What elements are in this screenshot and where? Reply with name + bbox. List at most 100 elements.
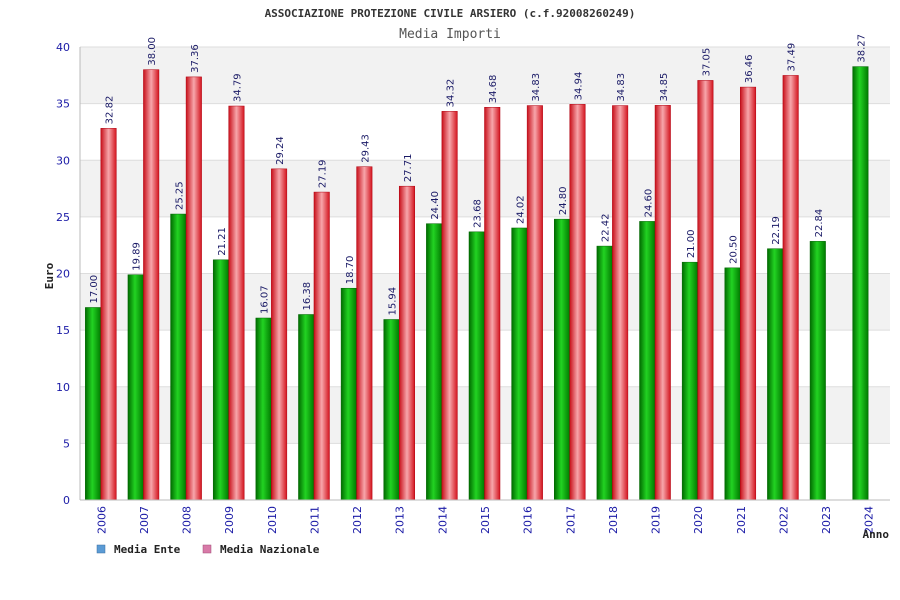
x-tick-label: 2006 <box>95 506 108 534</box>
value-label: 34.68 <box>488 75 499 104</box>
value-label: 16.07 <box>260 285 271 314</box>
chart-title: ASSOCIAZIONE PROTEZIONE CIVILE ARSIERO (… <box>265 7 636 20</box>
legend-swatch-media-nazionale <box>202 544 212 554</box>
value-label: 17.00 <box>89 275 100 304</box>
x-tick-label: 2012 <box>351 506 364 534</box>
x-tick-label: 2019 <box>650 506 663 534</box>
bar-media-ente-2009 <box>212 259 229 501</box>
bar-media-nazionale-2022 <box>782 75 799 501</box>
value-label: 24.02 <box>515 195 526 224</box>
x-tick-label: 2010 <box>266 506 279 534</box>
bar-media-nazionale-2019 <box>654 105 671 501</box>
value-label: 29.24 <box>275 136 286 165</box>
bar-media-nazionale-2013 <box>398 185 415 501</box>
y-axis-label: Euro <box>43 262 56 289</box>
legend: Media Ente Media Nazionale <box>96 543 320 556</box>
bar-media-ente-2010 <box>255 317 272 501</box>
x-tick-label: 2016 <box>522 506 535 534</box>
bar-media-ente-2020 <box>681 261 698 501</box>
bar-media-nazionale-2012 <box>356 166 373 501</box>
value-label: 19.89 <box>132 242 143 271</box>
x-axis-label: Anno <box>863 528 890 541</box>
value-label: 29.43 <box>360 134 371 163</box>
value-label: 38.27 <box>856 34 867 63</box>
value-label: 21.00 <box>686 230 697 259</box>
value-label: 24.80 <box>558 186 569 215</box>
value-label: 24.60 <box>643 189 654 218</box>
bar-media-ente-2014 <box>426 223 443 501</box>
value-label: 15.94 <box>387 287 398 316</box>
bar-media-nazionale-2007 <box>143 69 160 501</box>
value-label: 20.50 <box>729 235 740 264</box>
y-tick-label: 10 <box>56 381 70 394</box>
bar-media-ente-2007 <box>127 274 144 501</box>
bar-media-nazionale-2017 <box>569 104 586 501</box>
bar-media-nazionale-2009 <box>228 105 245 501</box>
x-tick-label: 2011 <box>308 506 321 534</box>
value-label: 22.19 <box>771 216 782 245</box>
x-tick-label: 2017 <box>564 506 577 534</box>
y-tick-label: 40 <box>56 41 70 54</box>
x-tick-label: 2023 <box>820 506 833 534</box>
bar-media-ente-2008 <box>170 213 187 501</box>
bar-media-ente-2015 <box>468 231 485 501</box>
bar-media-ente-2024 <box>852 66 869 501</box>
bar-media-ente-2013 <box>383 319 400 501</box>
x-tick-label: 2013 <box>394 506 407 534</box>
legend-label-media-ente: Media Ente <box>114 543 181 556</box>
bar-media-ente-2019 <box>639 221 656 501</box>
bar-media-nazionale-2010 <box>271 168 288 501</box>
value-label: 25.25 <box>174 181 185 210</box>
x-tick-label: 2014 <box>436 506 449 534</box>
value-label: 34.85 <box>659 73 670 102</box>
bar-media-nazionale-2008 <box>185 76 202 501</box>
value-label: 24.40 <box>430 191 441 220</box>
x-tick-label: 2007 <box>138 506 151 534</box>
y-tick-label: 20 <box>56 268 70 281</box>
y-tick-label: 5 <box>63 437 70 450</box>
value-label: 34.94 <box>574 72 585 101</box>
bar-media-nazionale-2014 <box>441 111 458 501</box>
bar-media-nazionale-2020 <box>697 80 714 501</box>
legend-swatch-media-ente <box>96 544 106 554</box>
value-label: 21.21 <box>217 227 228 256</box>
y-tick-label: 30 <box>56 154 70 167</box>
bar-media-ente-2021 <box>724 267 741 501</box>
x-tick-label: 2024 <box>863 506 876 534</box>
bar-media-nazionale-2018 <box>612 105 629 501</box>
bar-media-ente-2018 <box>596 245 613 501</box>
value-labels: 17.00 32.82 19.89 38.00 25.25 37.36 21.21 34.79… <box>89 34 867 316</box>
value-label: 34.83 <box>616 73 627 102</box>
value-label: 16.38 <box>302 282 313 311</box>
y-tick-label: 15 <box>56 324 70 337</box>
bars-group <box>85 66 869 501</box>
value-label: 37.36 <box>190 44 201 73</box>
value-label: 37.49 <box>787 43 798 72</box>
x-tick-label: 2009 <box>223 506 236 534</box>
bar-media-nazionale-2015 <box>484 106 501 501</box>
y-tick-label: 25 <box>56 211 70 224</box>
y-tick-label: 0 <box>63 494 70 507</box>
bar-media-nazionale-2021 <box>740 86 757 501</box>
bar-media-ente-2023 <box>809 241 826 501</box>
x-tick-label: 2022 <box>777 506 790 534</box>
value-label: 22.84 <box>814 209 825 238</box>
value-label: 23.68 <box>473 199 484 228</box>
bar-media-ente-2006 <box>85 307 102 501</box>
value-label: 27.71 <box>403 154 414 183</box>
value-label: 34.79 <box>232 73 243 102</box>
value-label: 22.42 <box>601 213 612 242</box>
value-label: 36.46 <box>744 54 755 83</box>
x-tick-label: 2021 <box>735 506 748 534</box>
x-tick-label: 2015 <box>479 506 492 534</box>
legend-label-media-nazionale: Media Nazionale <box>220 543 320 556</box>
bar-media-ente-2022 <box>767 248 784 501</box>
value-label: 18.70 <box>345 256 356 285</box>
value-label: 38.00 <box>147 37 158 66</box>
x-tick-labels: 2006 2007 2008 2009 2010 2011 2012 2013 2014 2015… <box>95 506 875 534</box>
value-label: 34.83 <box>531 73 542 102</box>
value-label: 32.82 <box>105 96 116 125</box>
chart-subtitle: Media Importi <box>399 27 501 42</box>
y-tick-label: 35 <box>56 98 70 111</box>
